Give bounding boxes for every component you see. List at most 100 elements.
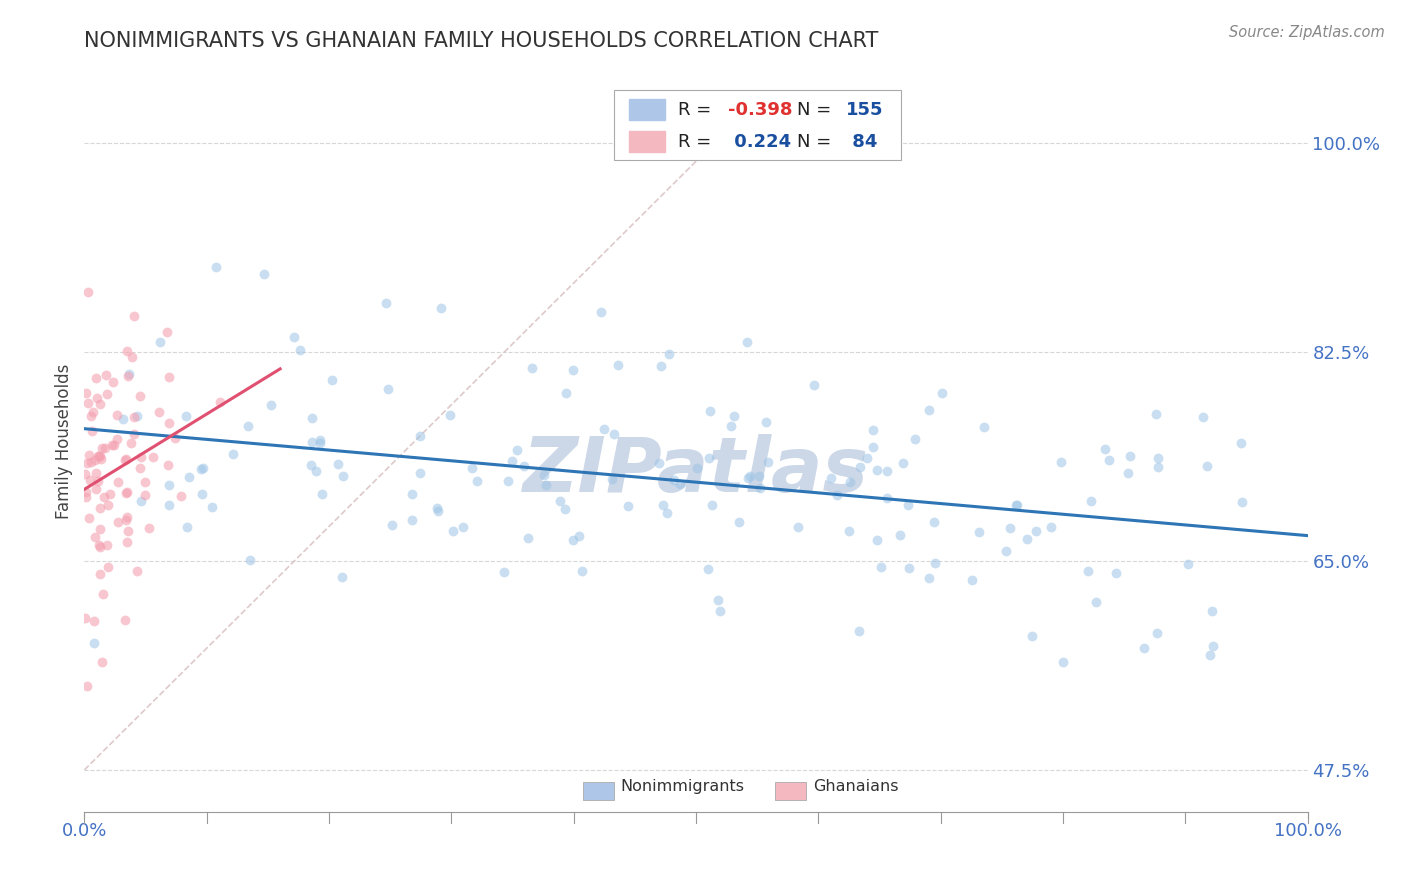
Text: ZIPatlas: ZIPatlas [523, 434, 869, 508]
Point [75, 490, 97, 504]
Point [517, 531, 540, 545]
Point [922, 515, 945, 529]
Point [76, 285, 98, 300]
Point [377, 382, 399, 396]
Point [115, 485, 138, 500]
Point [105, 432, 128, 446]
Point [134, 488, 156, 502]
Point [129, 494, 152, 508]
Point [134, 475, 156, 490]
Point [73, 611, 96, 625]
Point [374, 296, 396, 310]
Point [758, 455, 780, 469]
Point [998, 521, 1021, 535]
Point [75, 385, 97, 400]
Point [86, 467, 108, 481]
Point [75, 467, 97, 482]
Point [129, 389, 152, 403]
Point [735, 335, 758, 350]
Point [738, 468, 761, 483]
Point [89, 500, 111, 515]
Point [520, 361, 543, 376]
Point [501, 454, 523, 468]
Point [1040, 519, 1063, 533]
Point [129, 450, 152, 464]
Point [179, 470, 201, 484]
Point [83, 530, 105, 544]
Point [533, 467, 555, 482]
Point [492, 565, 515, 579]
Point [820, 471, 842, 485]
Point [571, 564, 593, 578]
Point [208, 395, 231, 409]
Point [1021, 629, 1043, 643]
FancyBboxPatch shape [583, 782, 614, 800]
Point [401, 486, 423, 500]
Point [870, 559, 893, 574]
Point [962, 573, 984, 587]
Point [1177, 557, 1199, 571]
Point [862, 424, 884, 438]
Point [321, 373, 343, 387]
Point [305, 464, 328, 478]
FancyBboxPatch shape [628, 131, 665, 152]
Point [332, 468, 354, 483]
Point [839, 475, 862, 489]
Point [876, 464, 898, 478]
Point [114, 451, 136, 466]
Point [555, 385, 578, 400]
Point [330, 570, 353, 584]
Point [409, 429, 432, 443]
Point [103, 375, 125, 389]
Point [651, 498, 673, 512]
Point [107, 475, 129, 489]
Point [121, 351, 143, 365]
Point [79, 473, 101, 487]
Point [201, 500, 224, 515]
Point [222, 447, 245, 461]
Point [80, 455, 103, 469]
Point [311, 487, 333, 501]
Point [89, 566, 111, 581]
Point [326, 457, 349, 471]
FancyBboxPatch shape [628, 100, 665, 120]
Point [1118, 449, 1140, 463]
Point [409, 467, 432, 481]
Point [1080, 493, 1102, 508]
Point [191, 461, 214, 475]
Point [548, 494, 571, 508]
Point [117, 369, 139, 384]
Point [1230, 436, 1253, 450]
Point [600, 472, 623, 486]
Point [299, 458, 322, 472]
Point [381, 517, 404, 532]
Point [157, 478, 180, 492]
Point [157, 416, 180, 430]
Point [156, 325, 179, 339]
Point [465, 474, 488, 488]
Point [149, 334, 172, 349]
Point [89, 538, 111, 552]
Point [866, 533, 889, 548]
Point [239, 552, 262, 566]
Point [75, 484, 97, 499]
Point [83, 614, 105, 628]
Point [561, 363, 583, 377]
Point [973, 420, 995, 434]
Point [1201, 604, 1223, 618]
Point [157, 498, 180, 512]
Point [76, 456, 98, 470]
Point [97, 499, 120, 513]
Point [105, 408, 128, 422]
Point [862, 440, 884, 454]
Point [91, 656, 114, 670]
Point [252, 267, 274, 281]
Point [148, 405, 170, 419]
Point [534, 478, 557, 492]
Point [96, 387, 118, 401]
Point [904, 432, 927, 446]
Text: NONIMMIGRANTS VS GHANAIAN FAMILY HOUSEHOLDS CORRELATION CHART: NONIMMIGRANTS VS GHANAIAN FAMILY HOUSEHO… [84, 31, 879, 51]
Point [1077, 564, 1099, 578]
Point [702, 498, 724, 512]
Point [506, 443, 529, 458]
